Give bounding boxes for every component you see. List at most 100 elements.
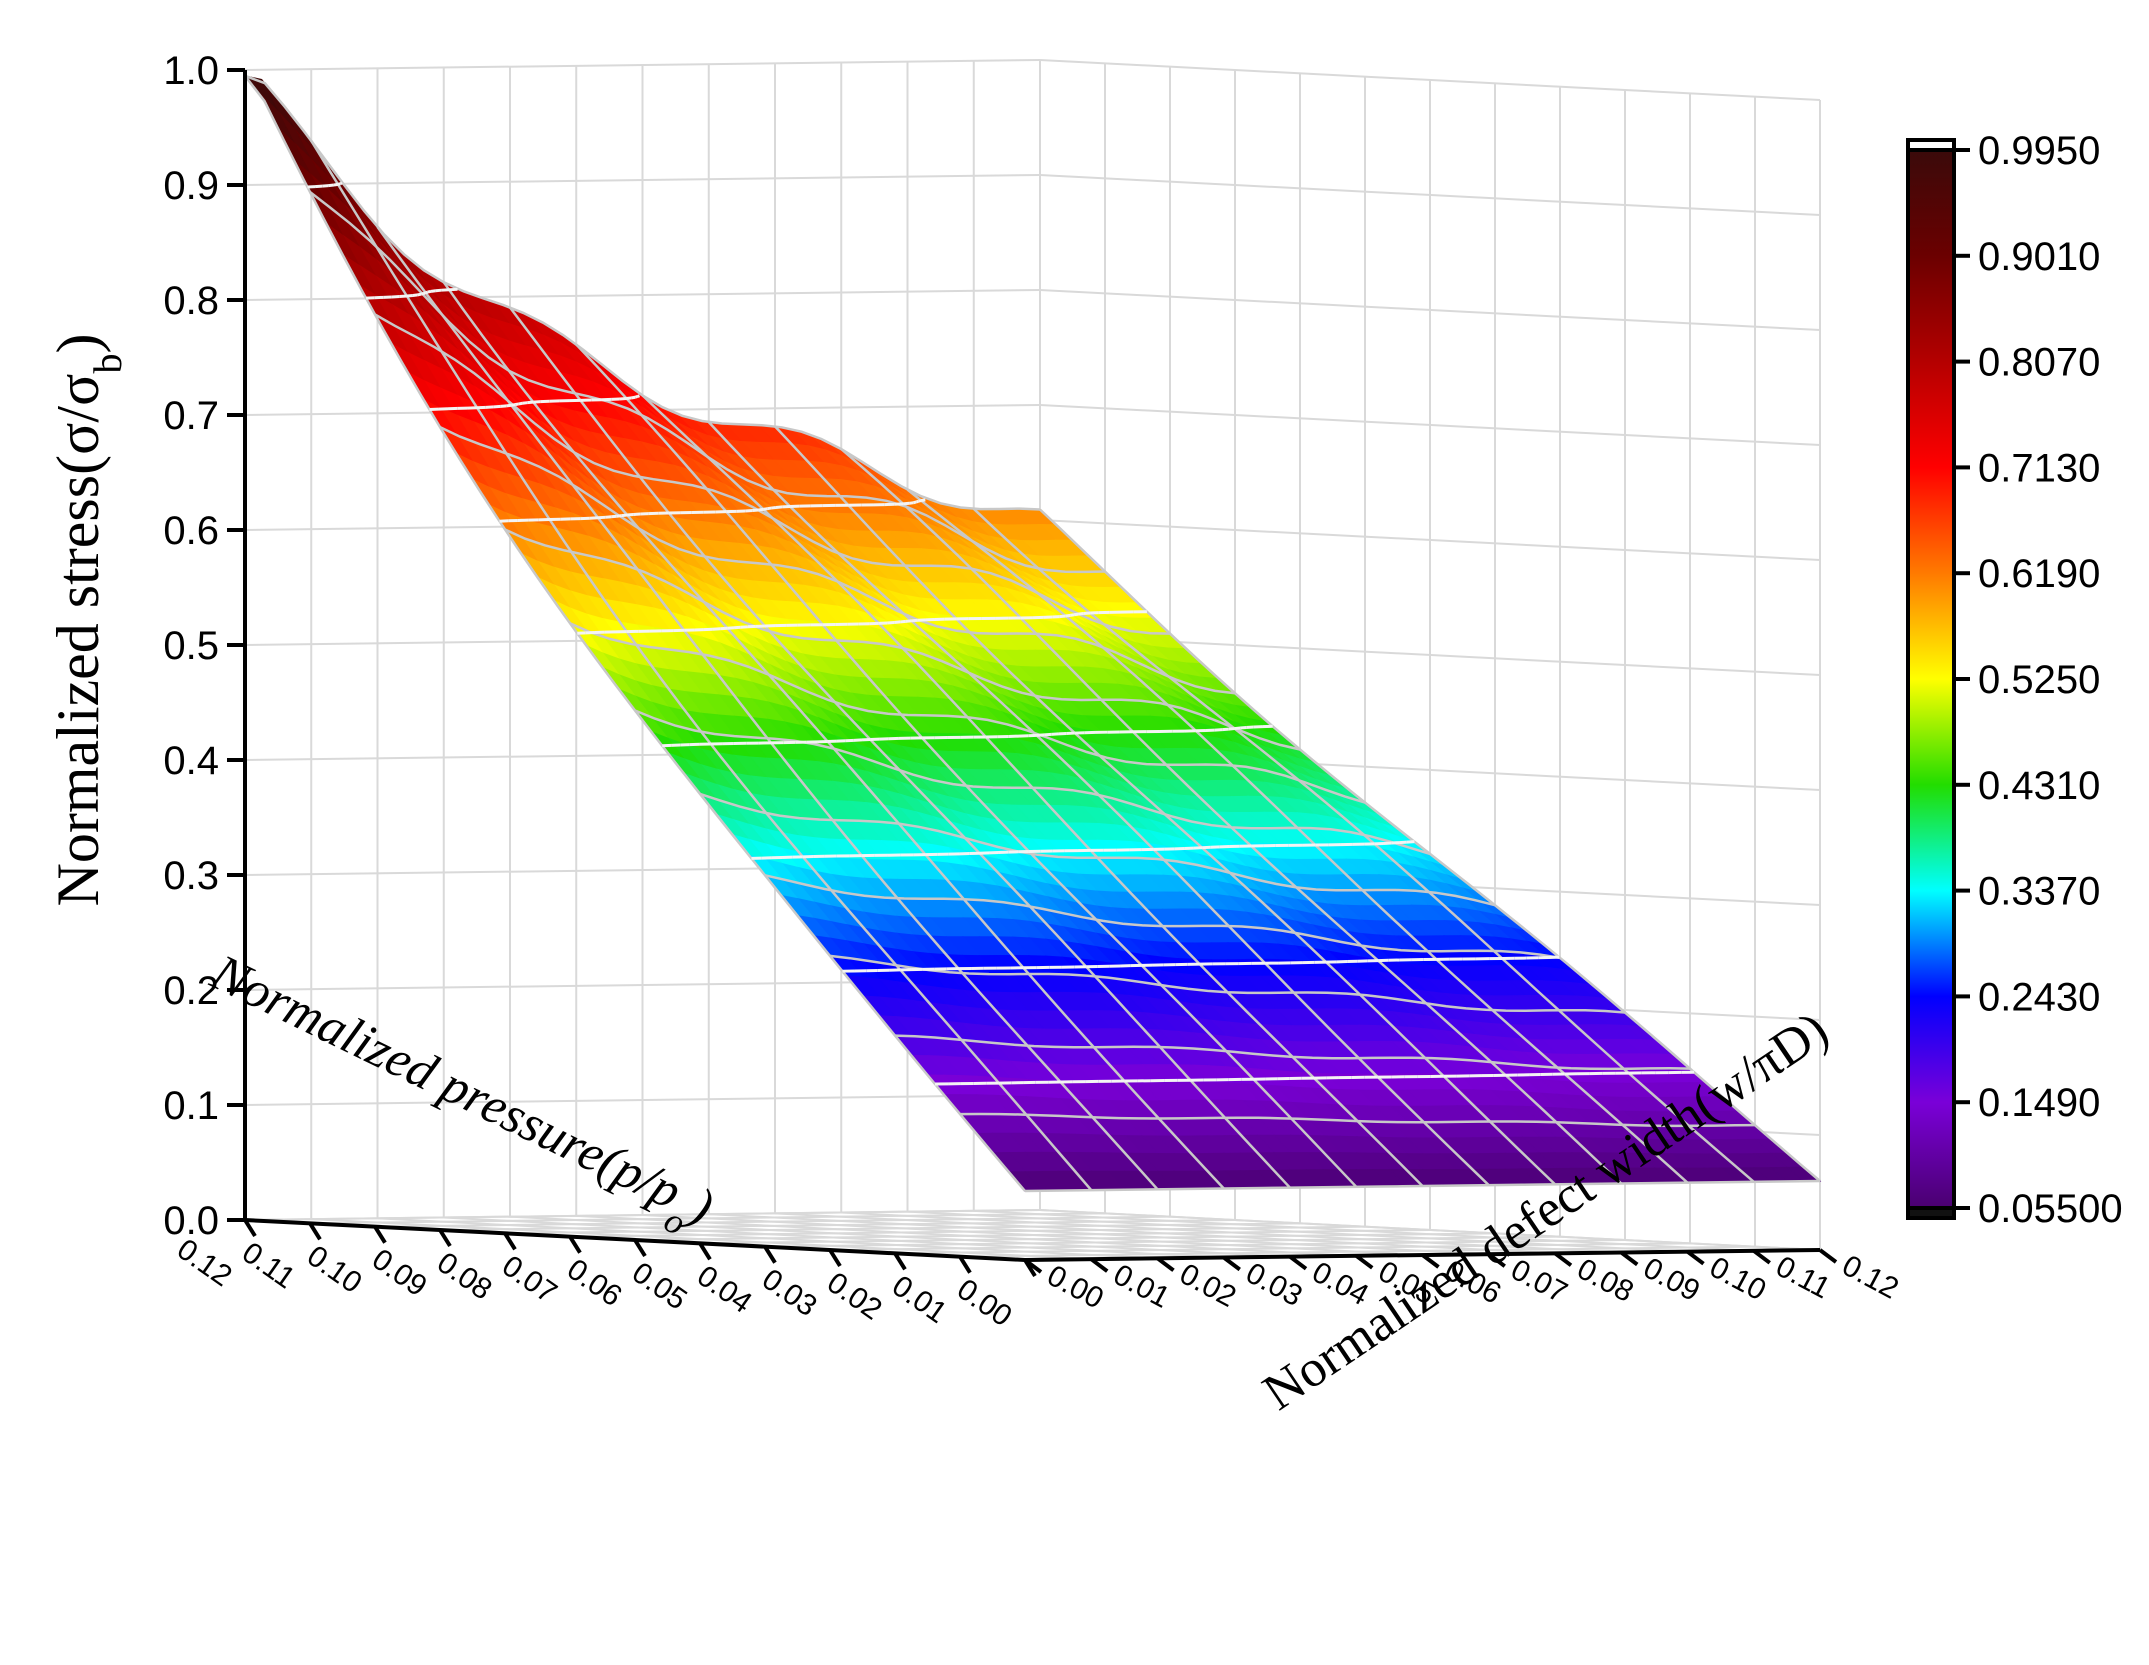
contour-line <box>626 396 632 400</box>
grid-line <box>959 1245 1756 1258</box>
contour-line <box>337 182 341 186</box>
x-tick-mark <box>1553 1251 1573 1267</box>
contour-line <box>918 499 922 503</box>
contour-line <box>1069 613 1075 617</box>
contour-line <box>913 500 917 505</box>
grid-line <box>1039 289 1821 331</box>
colorbar-tick-label: 0.3370 <box>1978 870 2100 914</box>
grid-line <box>244 1094 1041 1106</box>
grid-line <box>1039 174 1821 216</box>
x-tick-mark <box>1620 1250 1639 1267</box>
contour-line <box>636 394 641 398</box>
y-tick-label: 0.10 <box>301 1239 368 1300</box>
contour-line <box>763 507 768 511</box>
contour-line <box>634 395 638 399</box>
contour-line <box>322 184 329 188</box>
y-tick-label: 0.05 <box>626 1256 693 1317</box>
y-tick-mark <box>438 1228 452 1248</box>
x-tick-mark <box>1686 1250 1705 1266</box>
x-tick-mark <box>1222 1255 1241 1272</box>
contour-line <box>894 620 901 624</box>
contour-line <box>412 293 418 297</box>
contour-line <box>514 402 519 407</box>
y-tick-label: 0.04 <box>691 1259 758 1320</box>
mesh-line <box>1024 1179 1821 1193</box>
z-tick-label: 0.8 <box>163 279 219 323</box>
contour-line <box>1239 725 1247 730</box>
contour-line <box>920 498 926 502</box>
grid-line <box>1039 404 1821 446</box>
y-tick-label: 0.03 <box>756 1263 823 1324</box>
z-tick-label: 0.1 <box>163 1084 219 1128</box>
z-axis-title-main: Normalized stress(σ/σ <box>45 374 111 907</box>
x-tick-mark <box>1288 1255 1308 1271</box>
contour-line <box>616 514 622 518</box>
grid-line <box>309 1212 1106 1225</box>
contour-line <box>621 513 628 518</box>
colorbar-min-cap <box>1906 1206 1956 1220</box>
z-tick-label: 0.7 <box>163 394 219 438</box>
contour-line <box>420 292 424 296</box>
grid-line <box>244 59 1041 71</box>
grid-line <box>1039 519 1821 561</box>
grid-line <box>439 1219 1236 1231</box>
grid-line <box>374 1215 1171 1228</box>
colorbar-tick-label: 0.8070 <box>1978 341 2100 385</box>
x-tick-label: 0.11 <box>1770 1250 1835 1306</box>
mesh-line <box>699 792 1496 907</box>
x-tick-mark <box>1421 1253 1440 1269</box>
z-tick-label: 0.4 <box>163 739 219 783</box>
colorbar-tick-label: 0.9950 <box>1978 129 2100 173</box>
y-tick-mark <box>308 1222 322 1241</box>
contour-line <box>511 403 516 407</box>
contour-line <box>1222 727 1229 732</box>
y-tick-mark <box>503 1232 517 1251</box>
x-tick-mark <box>1752 1249 1771 1265</box>
colorbar-tick-label: 0.2430 <box>1978 975 2100 1019</box>
y-tick-label: 0.11 <box>236 1236 301 1295</box>
y-tick-mark <box>633 1238 647 1258</box>
contour-line <box>522 401 528 405</box>
contour-line <box>631 395 636 400</box>
y-tick-mark <box>893 1252 907 1271</box>
x-tick-label: 0.00 <box>1042 1259 1109 1316</box>
x-tick-mark <box>1156 1256 1175 1272</box>
y-tick-mark <box>568 1235 582 1254</box>
y-tick-label: 0.09 <box>366 1243 433 1304</box>
x-tick-label: 0.09 <box>1638 1252 1705 1309</box>
contour-line <box>1065 613 1071 618</box>
colorbar-bar <box>1906 148 1956 1210</box>
contour-line <box>333 182 339 187</box>
x-tick-mark <box>1090 1257 1109 1273</box>
mesh-line <box>634 709 1431 856</box>
colorbar-tick-label: 0.05500 <box>1978 1187 2123 1231</box>
contour-line <box>909 501 914 505</box>
contour-line <box>905 619 912 623</box>
contour-line <box>339 181 343 185</box>
x-tick-mark <box>1355 1254 1374 1270</box>
grid-line <box>764 1235 1561 1248</box>
contour-line <box>605 515 612 519</box>
contour-line <box>328 183 335 188</box>
grid-line <box>1039 59 1821 101</box>
grid-line <box>244 174 1041 186</box>
contour-line <box>733 625 741 630</box>
contour-line <box>417 292 422 297</box>
grid-line <box>244 1209 1041 1221</box>
y-tick-label: 0.08 <box>431 1246 498 1307</box>
y-tick-mark <box>763 1245 777 1264</box>
mesh-line <box>374 313 1171 635</box>
z-tick-label: 0.5 <box>163 624 219 668</box>
contour-line <box>423 291 427 295</box>
colorbar-tick-label: 0.7130 <box>1978 446 2100 490</box>
contour-line <box>727 626 735 630</box>
contour-line <box>1059 614 1066 619</box>
z-tick-label: 0.9 <box>163 164 219 208</box>
surface-mesh <box>243 74 1822 1193</box>
y-tick-mark <box>243 1218 257 1238</box>
x-tick-label: 0.03 <box>1240 1257 1307 1314</box>
mesh-line <box>439 425 1236 695</box>
contour-line <box>500 404 507 408</box>
z-tick-label: 0.2 <box>163 969 219 1013</box>
